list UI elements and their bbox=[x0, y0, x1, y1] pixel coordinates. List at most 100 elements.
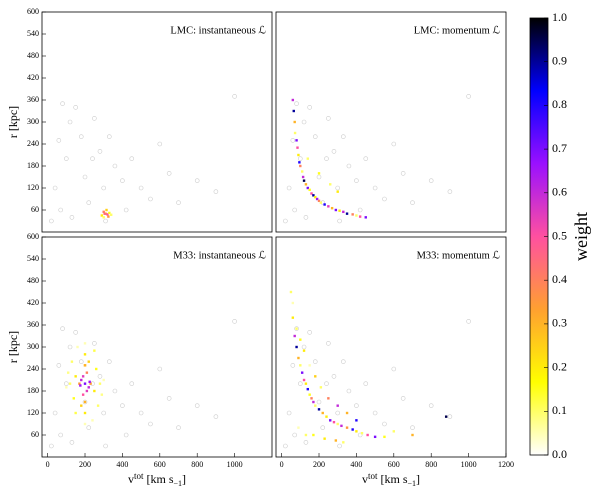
background-point bbox=[372, 185, 378, 191]
x-axis-label-part: v bbox=[128, 472, 134, 486]
background-point bbox=[56, 138, 62, 143]
weighted-point bbox=[297, 356, 300, 360]
weighted-point bbox=[295, 345, 298, 349]
weighted-point bbox=[100, 214, 104, 217]
background-point bbox=[391, 141, 397, 147]
weighted-point bbox=[319, 386, 323, 389]
background-point bbox=[354, 403, 359, 408]
weighted-point bbox=[291, 301, 295, 305]
weighted-point bbox=[444, 415, 448, 418]
y-tick-label: 480 bbox=[27, 276, 39, 285]
background-point bbox=[286, 185, 292, 191]
weighted-point bbox=[336, 404, 339, 407]
background-point bbox=[324, 381, 329, 386]
background-point bbox=[307, 330, 312, 335]
background-point bbox=[73, 330, 78, 335]
y-tick-label: 480 bbox=[27, 51, 39, 60]
x-tick-label: 0 bbox=[46, 460, 50, 469]
background-point bbox=[82, 399, 88, 405]
background-point bbox=[335, 185, 341, 191]
y-tick-label: 180 bbox=[27, 161, 39, 170]
weighted-point bbox=[293, 131, 297, 135]
weighted-point bbox=[72, 397, 75, 400]
x-tick-label: 600 bbox=[388, 460, 400, 469]
colorbar-tick-label: 0.1 bbox=[552, 403, 567, 417]
y-tick-label: 120 bbox=[27, 408, 39, 417]
panel: M33: instantaneous ℒ 60 120 180 240 300 360 420… bbox=[6, 232, 273, 488]
x-axis-label-part: [km s bbox=[144, 472, 174, 486]
weighted-point bbox=[102, 210, 105, 214]
weighted-point bbox=[300, 170, 304, 173]
background-point bbox=[290, 138, 296, 143]
background-point bbox=[107, 134, 112, 139]
background-point bbox=[107, 359, 112, 364]
background-point bbox=[78, 359, 84, 364]
panel: LMC: momentum ℒ bbox=[275, 11, 507, 233]
colorbar-tick-label: 1.0 bbox=[552, 10, 567, 24]
weighted-point bbox=[297, 153, 300, 157]
weighted-point bbox=[68, 382, 72, 385]
weighted-point bbox=[351, 428, 354, 431]
weighted-point bbox=[364, 216, 367, 219]
colorbar-label: weight bbox=[571, 212, 591, 261]
weighted-point bbox=[80, 404, 83, 407]
weighted-point bbox=[308, 393, 311, 396]
y-tick-label: 360 bbox=[27, 95, 39, 104]
weighted-point bbox=[88, 380, 91, 384]
background-point bbox=[103, 443, 108, 449]
background-point bbox=[283, 218, 288, 224]
y-tick-label: 420 bbox=[27, 298, 39, 307]
weighted-point bbox=[351, 213, 354, 216]
weighted-point bbox=[360, 431, 364, 435]
panel-title: LMC: momentum ℒ bbox=[414, 24, 501, 36]
weighted-point bbox=[312, 400, 315, 404]
x-tick-label: 200 bbox=[79, 460, 91, 469]
y-tick-label: 420 bbox=[27, 73, 39, 82]
weighted-point bbox=[70, 360, 74, 363]
background-point bbox=[294, 326, 299, 331]
weighted-point bbox=[292, 109, 295, 113]
background-point bbox=[123, 207, 129, 213]
background-point bbox=[194, 178, 200, 183]
weighted-point bbox=[383, 435, 386, 439]
weighted-point bbox=[306, 387, 309, 391]
x-tick-label: 1000 bbox=[461, 460, 477, 469]
background-point bbox=[312, 134, 318, 139]
x-tick-label: 400 bbox=[350, 460, 362, 469]
colorbar-tick-label: 0.3 bbox=[552, 316, 567, 330]
background-point bbox=[120, 178, 125, 183]
background-point bbox=[97, 374, 103, 379]
background-point bbox=[92, 116, 97, 121]
weighted-point bbox=[91, 419, 94, 422]
weighted-point bbox=[308, 364, 311, 367]
y-tick-label: 300 bbox=[27, 342, 39, 351]
background-point bbox=[286, 410, 292, 416]
weighted-point bbox=[299, 164, 302, 168]
background-point bbox=[78, 134, 84, 139]
weighted-point bbox=[83, 382, 87, 385]
y-tick-label: 240 bbox=[27, 139, 39, 148]
panel: LMC: instantaneous ℒ 60 120 180 240 300 360 420… bbox=[6, 7, 273, 233]
background-point bbox=[138, 185, 144, 191]
background-point bbox=[326, 116, 331, 121]
background-point bbox=[176, 200, 181, 205]
background-point bbox=[58, 432, 63, 438]
x-tick-label: 1000 bbox=[227, 460, 243, 469]
weighted-point bbox=[312, 433, 315, 437]
weighted-point bbox=[74, 375, 77, 378]
weighted-point bbox=[85, 371, 89, 374]
x-axis-label-part: [km s bbox=[378, 472, 408, 486]
background-point bbox=[331, 374, 337, 379]
weighted-point bbox=[355, 214, 358, 217]
y-tick-label: 540 bbox=[27, 29, 39, 38]
colorbar-tick-label: 0.6 bbox=[552, 185, 567, 199]
x-axis-label-part: tot bbox=[134, 471, 144, 481]
background-point bbox=[73, 105, 78, 110]
background-point bbox=[90, 156, 95, 161]
weighted-point bbox=[330, 206, 334, 210]
background-point bbox=[58, 207, 63, 213]
background-point bbox=[60, 101, 65, 106]
weighted-point bbox=[295, 139, 298, 142]
background-point bbox=[428, 178, 434, 183]
